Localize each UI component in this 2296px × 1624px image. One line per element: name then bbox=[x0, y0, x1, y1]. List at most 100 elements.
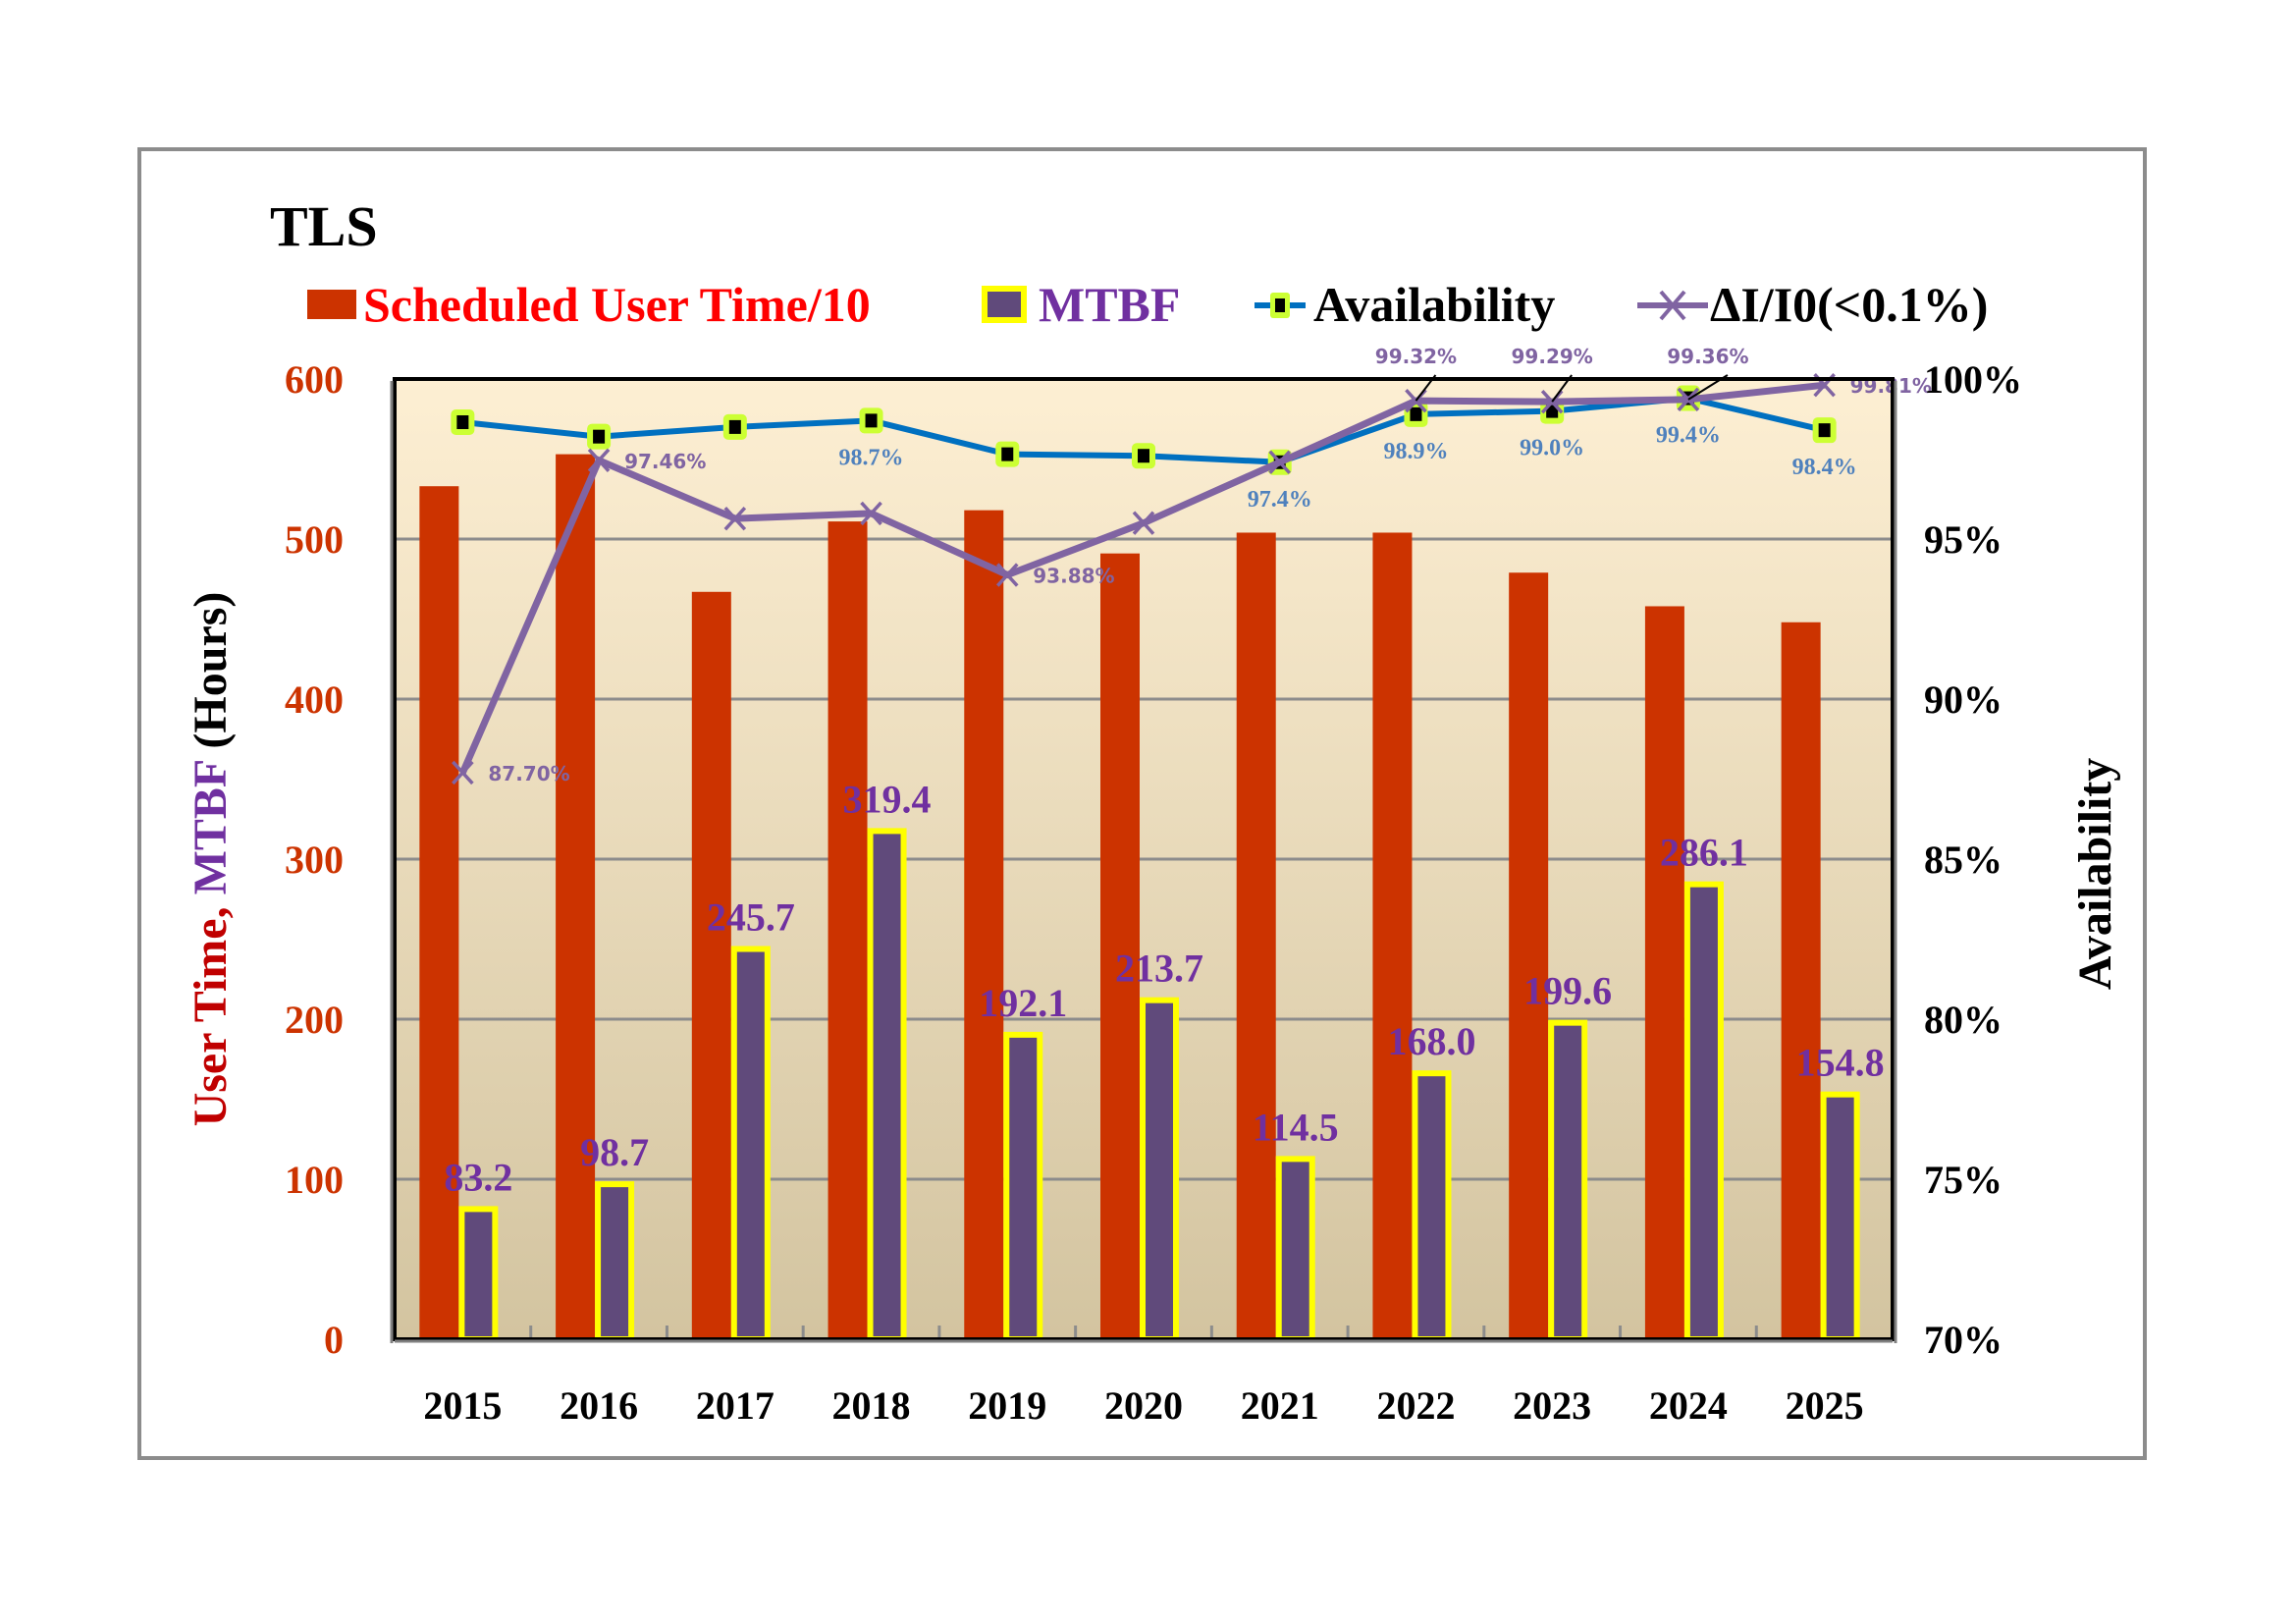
mtbf-data-label: 199.6 bbox=[1523, 969, 1612, 1013]
mtbf-data-label: 83.2 bbox=[444, 1155, 512, 1199]
availability-data-label: 97.4% bbox=[1248, 487, 1312, 513]
y-tick-right: 100% bbox=[1924, 357, 2022, 402]
user-time-bar bbox=[1644, 606, 1684, 1339]
mtbf-bar bbox=[867, 828, 907, 1342]
di-line bbox=[452, 373, 1836, 785]
y-axis-right-title: Availability bbox=[2069, 758, 2121, 990]
mtbf-bar bbox=[1548, 1019, 1588, 1342]
di-data-label: 87.70% bbox=[488, 762, 569, 785]
y-axis-left-title-part2: MTBF bbox=[185, 760, 237, 894]
x-axis-ticks: 2015 2016 2017 2018 2019 2020 2021 2022 2023 2024… bbox=[423, 1383, 1863, 1428]
di-marker bbox=[995, 563, 1019, 587]
mtbf-data-label: 154.8 bbox=[1796, 1041, 1885, 1085]
availability-marker-core bbox=[593, 429, 606, 444]
availability-marker-core bbox=[1546, 404, 1559, 418]
availability-data-label: 98.7% bbox=[839, 445, 904, 470]
y-tick-left: 500 bbox=[285, 517, 344, 562]
y-tick-right: 90% bbox=[1924, 677, 2002, 722]
mtbf-bar bbox=[1412, 1070, 1452, 1343]
chart-title: TLS bbox=[270, 194, 378, 258]
legend-swatch-mtbf bbox=[982, 286, 1027, 323]
legend-label-di: ΔI/I0(<0.1%) bbox=[1710, 277, 1988, 332]
availability-marker-core bbox=[456, 415, 469, 430]
user-time-bar bbox=[556, 454, 596, 1339]
mtbf-bar bbox=[1003, 1031, 1043, 1342]
mtbf-bar bbox=[458, 1206, 499, 1343]
mtbf-data-label: 245.7 bbox=[707, 895, 795, 940]
y-tick-right: 75% bbox=[1924, 1158, 2002, 1202]
user-time-bar bbox=[1509, 572, 1549, 1339]
legend-item-user-time: Scheduled User Time/10 bbox=[307, 277, 871, 332]
y-tick-right: 95% bbox=[1924, 517, 2002, 562]
legend-marker-availability-core bbox=[1275, 298, 1285, 312]
y-tick-left: 600 bbox=[285, 357, 344, 402]
legend-item-di: ΔI/I0(<0.1%) bbox=[1637, 277, 1988, 332]
x-tick-label: 2025 bbox=[1786, 1383, 1864, 1428]
legend-label-mtbf: MTBF bbox=[1039, 277, 1180, 332]
availability-marker-core bbox=[1818, 423, 1831, 438]
mtbf-data-label: 114.5 bbox=[1253, 1105, 1339, 1149]
availability-marker-core bbox=[1001, 447, 1014, 461]
mtbf-data-label: 192.1 bbox=[979, 981, 1067, 1025]
legend: Scheduled User Time/10 MTBF Availability… bbox=[307, 277, 1988, 332]
x-tick-label: 2020 bbox=[1104, 1383, 1183, 1428]
availability-data-label: 98.4% bbox=[1792, 455, 1857, 480]
x-tick-label: 2017 bbox=[696, 1383, 774, 1428]
availability-data-label: 99.4% bbox=[1656, 423, 1721, 449]
y-tick-right: 85% bbox=[1924, 838, 2002, 882]
di-data-label: 99.36% bbox=[1667, 345, 1748, 368]
di-data-label: 97.46% bbox=[624, 450, 706, 473]
availability-data-label: 98.9% bbox=[1383, 439, 1448, 464]
user-time-bar bbox=[964, 510, 1004, 1339]
legend-item-availability: Availability bbox=[1255, 277, 1555, 332]
y-axis-left-ticks: 0 100 200 300 400 500 600 bbox=[285, 357, 344, 1362]
di-data-label: 99.29% bbox=[1512, 345, 1593, 368]
di-marker bbox=[1132, 511, 1155, 535]
y-axis-right-ticks: 70% 75% 80% 85% 90% 95% 100% bbox=[1924, 357, 2022, 1362]
y-axis-left-title-part3: (Hours) bbox=[185, 592, 237, 761]
user-time-bars bbox=[419, 454, 1821, 1340]
di-marker bbox=[860, 501, 882, 526]
di-data-label: 93.88% bbox=[1033, 565, 1114, 588]
legend-marker-di bbox=[1659, 290, 1686, 321]
di-data-label: 99.32% bbox=[1375, 345, 1457, 368]
y-tick-left: 300 bbox=[285, 838, 344, 882]
x-tick-marks bbox=[529, 1326, 1758, 1339]
availability-data-label: 99.0% bbox=[1520, 436, 1584, 461]
di-marker bbox=[587, 448, 611, 472]
y-tick-left: 0 bbox=[324, 1318, 344, 1362]
x-tick-label: 2023 bbox=[1513, 1383, 1591, 1428]
di-marker bbox=[1268, 450, 1292, 474]
x-tick-label: 2019 bbox=[968, 1383, 1046, 1428]
availability-marker-core bbox=[728, 419, 741, 434]
mtbf-bar bbox=[595, 1181, 635, 1343]
mtbf-bar bbox=[1820, 1091, 1860, 1343]
plot-frame bbox=[393, 377, 1895, 1341]
y-tick-left: 100 bbox=[285, 1158, 344, 1202]
y-tick-right: 80% bbox=[1924, 998, 2002, 1042]
availability-marker-core bbox=[1138, 449, 1149, 463]
user-time-bar bbox=[1372, 532, 1413, 1339]
y-tick-left: 200 bbox=[285, 998, 344, 1042]
legend-label-user-time: Scheduled User Time/10 bbox=[363, 277, 871, 332]
data-labels: 83.2 98.7 245.7 319.4 192.1 213.7 114.5 168.0 19… bbox=[444, 345, 1932, 1199]
mtbf-data-label: 213.7 bbox=[1115, 947, 1203, 991]
mtbf-bar bbox=[730, 946, 771, 1342]
mtbf-data-label: 168.0 bbox=[1387, 1019, 1475, 1063]
availability-marker-core bbox=[865, 413, 878, 428]
user-time-bar bbox=[1100, 553, 1140, 1339]
mtbf-data-label: 319.4 bbox=[843, 777, 932, 821]
user-time-bar bbox=[691, 591, 731, 1339]
di-marker bbox=[452, 760, 474, 785]
y-tick-left: 400 bbox=[285, 677, 344, 722]
user-time-bar bbox=[1781, 622, 1821, 1339]
legend-swatch-user-time bbox=[307, 290, 356, 319]
user-time-bar bbox=[419, 486, 459, 1340]
legend-label-availability: Availability bbox=[1313, 277, 1555, 332]
y-axis-left-title-part1: User Time, bbox=[185, 894, 237, 1126]
x-tick-label: 2018 bbox=[832, 1383, 911, 1428]
di-marker bbox=[1540, 389, 1564, 414]
user-time-bar bbox=[828, 521, 868, 1339]
di-marker bbox=[723, 506, 747, 531]
